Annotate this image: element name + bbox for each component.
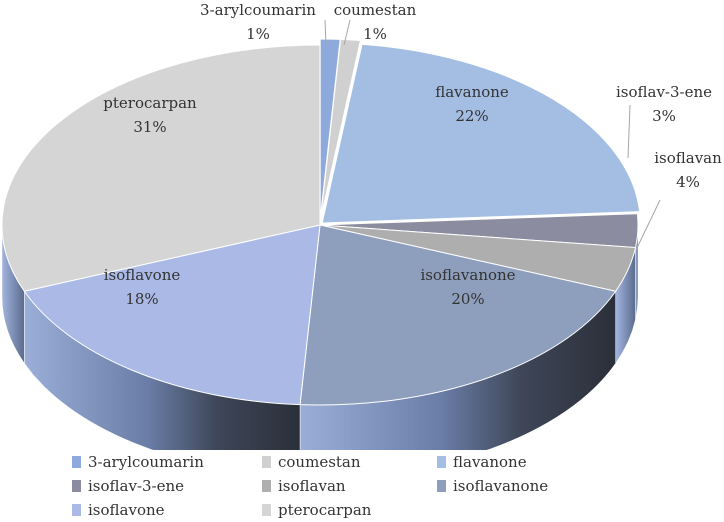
legend-row: 3-arylcoumarin coumestan flavanone	[72, 450, 712, 474]
slice-label-value: 22%	[455, 107, 488, 125]
legend-row: isoflavone pterocarpan	[72, 498, 712, 522]
legend-item-pterocarpan: pterocarpan	[262, 501, 437, 519]
slice-label-name: isoflav-3-ene	[616, 83, 712, 101]
slice-label-value: 4%	[676, 173, 700, 191]
pie-slice-isoflavanone	[299, 224, 617, 406]
legend-swatch	[262, 456, 271, 468]
slice-label-value: 31%	[133, 118, 166, 136]
slice-labels: 3-arylcoumarin 1% coumestan 1% flavanone 22% i…	[103, 1, 722, 308]
legend-swatch	[437, 480, 446, 492]
slice-label-name: pterocarpan	[103, 94, 197, 112]
legend-item-isoflavan: isoflavan	[262, 477, 437, 495]
slice-label-name: coumestan	[334, 1, 417, 19]
legend: 3-arylcoumarin coumestan flavanone isofl…	[72, 450, 712, 522]
legend-swatch	[72, 456, 81, 468]
slice-label-name: isoflavanone	[420, 266, 515, 284]
leader-line-isoflavan	[635, 199, 661, 251]
leader-line-3-arylcoumarin	[324, 19, 327, 46]
slice-label-value: 20%	[451, 290, 484, 308]
slice-label-value: 3%	[652, 107, 676, 125]
legend-swatch	[72, 480, 81, 492]
legend-item-flavanone: flavanone	[437, 453, 622, 471]
pie-slice-pterocarpan	[1, 44, 321, 292]
slice-label-name: 3-arylcoumarin	[200, 1, 316, 19]
legend-item-3-arylcoumarin: 3-arylcoumarin	[72, 453, 262, 471]
legend-item-isoflavanone: isoflavanone	[437, 477, 622, 495]
legend-item-coumestan: coumestan	[262, 453, 437, 471]
slice-label-value: 1%	[363, 25, 387, 43]
slice-label-name: isoflavone	[104, 266, 181, 284]
slice-label-name: isoflavan	[654, 149, 722, 167]
legend-item-isoflav-3-ene: isoflav-3-ene	[72, 477, 262, 495]
leader-line-coumestan	[343, 19, 351, 46]
pie-slice-coumestan	[320, 38, 362, 220]
slice-label-name: flavanone	[435, 83, 509, 101]
slice-label-value: 18%	[125, 290, 158, 308]
legend-row: isoflav-3-ene isoflavan isoflavanone	[72, 474, 712, 498]
pie-slices	[1, 38, 641, 406]
legend-swatch	[262, 504, 271, 516]
leader-lines	[324, 19, 661, 251]
pie-slice-flavanone	[321, 43, 641, 224]
legend-swatch	[72, 504, 81, 516]
pie-depth	[1, 224, 639, 450]
slice-label-value: 1%	[246, 25, 270, 43]
legend-swatch	[437, 456, 446, 468]
legend-item-isoflavone: isoflavone	[72, 501, 262, 519]
pie-chart: 3-arylcoumarin 1% coumestan 1% flavanone 22% i…	[1, 1, 722, 450]
pie-slice-isoflavone	[23, 224, 321, 406]
leader-line-isoflav-3-ene	[627, 104, 631, 159]
legend-swatch	[262, 480, 271, 492]
